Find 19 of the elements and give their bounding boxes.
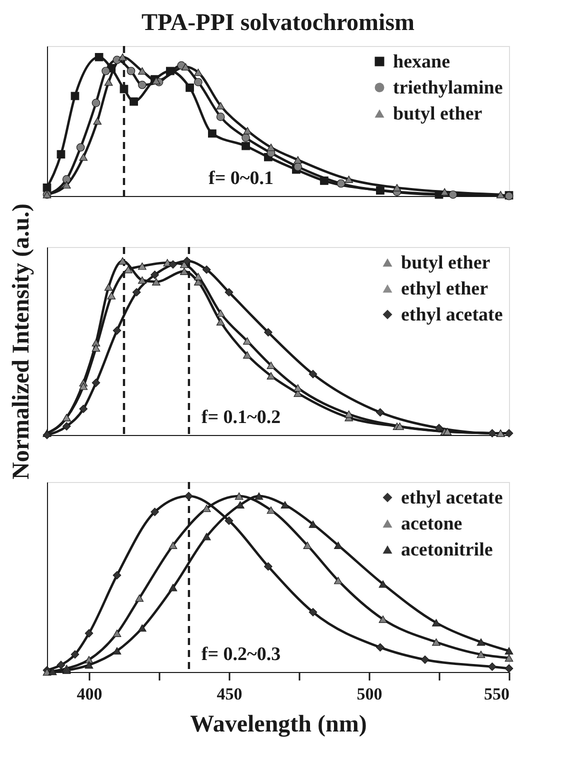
annotation: f= 0.2~0.3 (201, 644, 281, 665)
x-tick-label: 400 (76, 684, 102, 704)
legend-label: acetone (401, 514, 462, 534)
legend-label: hexane (393, 52, 450, 72)
legend-label: ethyl acetate (401, 488, 503, 508)
legend-label: ethyl ether (401, 278, 489, 300)
legend-label: butyl ether (401, 252, 491, 274)
chart-title: TPA-PPI solvatochromism (141, 10, 415, 36)
x-tick-label: 450 (216, 684, 242, 704)
y-axis-title: Normalized Intensity (a.u.) (8, 204, 34, 480)
legend-label: acetonitrile (401, 540, 493, 560)
annotation: f= 0.1~0.2 (201, 407, 281, 428)
x-tick-label: 500 (356, 684, 382, 704)
legend-label: butyl ether (393, 104, 483, 124)
x-tick-label: 550 (484, 684, 510, 704)
legend-label: ethyl acetate (401, 304, 503, 326)
legend-label: triethylamine (393, 78, 503, 98)
x-axis-title: Wavelength (nm) (190, 712, 367, 738)
annotation: f= 0~0.1 (208, 168, 274, 189)
